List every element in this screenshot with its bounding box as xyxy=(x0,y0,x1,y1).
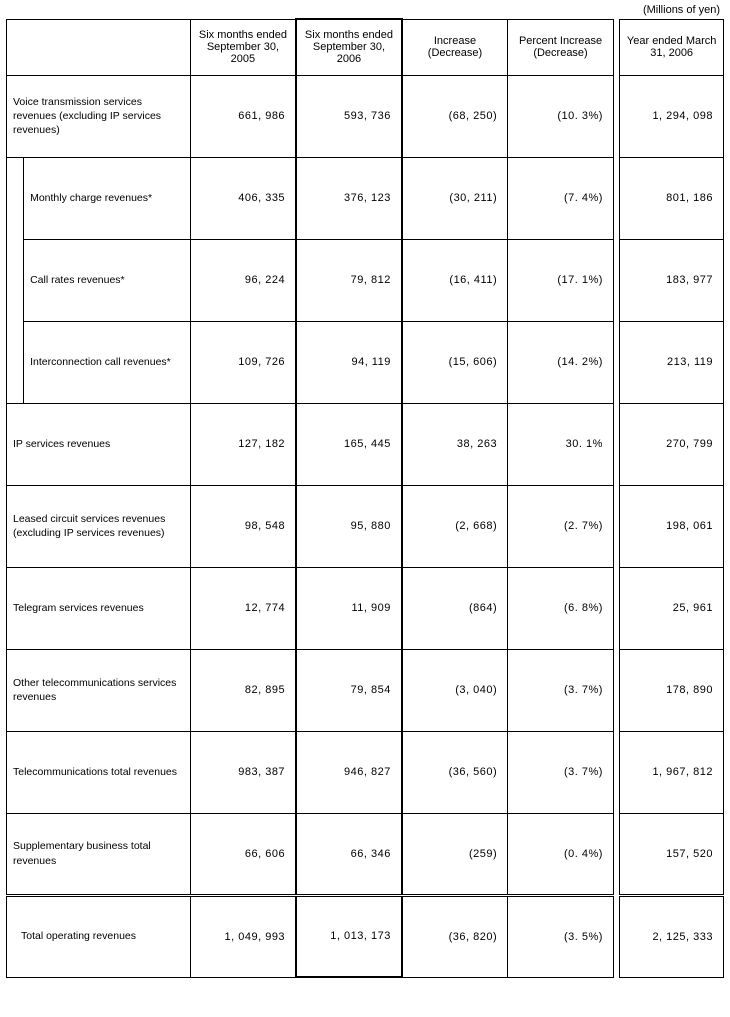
ip-pct: 30. 1% xyxy=(508,403,614,485)
monthly-pct: (7. 4%) xyxy=(508,157,614,239)
supp-2006: 66, 346 xyxy=(296,813,402,895)
leased-inc: (2, 668) xyxy=(402,485,508,567)
teltotal-inc: (36, 560) xyxy=(402,731,508,813)
row-teltotal: Telecommunications total revenues 983, 3… xyxy=(7,731,724,813)
header-percent: Percent Increase (Decrease) xyxy=(508,19,614,75)
row-monthly: Monthly charge revenues* 406, 335 376, 1… xyxy=(7,157,724,239)
total-inc: (36, 820) xyxy=(402,895,508,977)
telegram-inc: (864) xyxy=(402,567,508,649)
label-other: Other telecommunications services revenu… xyxy=(7,649,191,731)
voice-2006: 593, 736 xyxy=(296,75,402,157)
other-2006: 79, 854 xyxy=(296,649,402,731)
row-total: Total operating revenues 1, 049, 993 1, … xyxy=(7,895,724,977)
interconnect-2006: 94, 119 xyxy=(296,321,402,403)
leased-pct: (2. 7%) xyxy=(508,485,614,567)
interconnect-2005: 109, 726 xyxy=(190,321,296,403)
telegram-2005: 12, 774 xyxy=(190,567,296,649)
other-year: 178, 890 xyxy=(620,649,724,731)
table-header-row: Six months ended September 30, 2005 Six … xyxy=(7,19,724,75)
interconnect-year: 213, 119 xyxy=(620,321,724,403)
indent-block xyxy=(7,157,24,403)
label-monthly: Monthly charge revenues* xyxy=(24,157,191,239)
row-supp: Supplementary business total revenues 66… xyxy=(7,813,724,895)
monthly-year: 801, 186 xyxy=(620,157,724,239)
voice-2005: 661, 986 xyxy=(190,75,296,157)
interconnect-inc: (15, 606) xyxy=(402,321,508,403)
header-increase: Increase (Decrease) xyxy=(402,19,508,75)
monthly-2005: 406, 335 xyxy=(190,157,296,239)
interconnect-pct: (14. 2%) xyxy=(508,321,614,403)
row-interconnect: Interconnection call revenues* 109, 726 … xyxy=(7,321,724,403)
ip-year: 270, 799 xyxy=(620,403,724,485)
ip-2006: 165, 445 xyxy=(296,403,402,485)
voice-year: 1, 294, 098 xyxy=(620,75,724,157)
header-2005: Six months ended September 30, 2005 xyxy=(190,19,296,75)
monthly-2006: 376, 123 xyxy=(296,157,402,239)
label-telegram: Telegram services revenues xyxy=(7,567,191,649)
label-interconnect: Interconnection call revenues* xyxy=(24,321,191,403)
teltotal-2006: 946, 827 xyxy=(296,731,402,813)
callrates-inc: (16, 411) xyxy=(402,239,508,321)
other-2005: 82, 895 xyxy=(190,649,296,731)
teltotal-2005: 983, 387 xyxy=(190,731,296,813)
label-leased: Leased circuit services revenues (exclud… xyxy=(7,485,191,567)
header-2006: Six months ended September 30, 2006 xyxy=(296,19,402,75)
other-inc: (3, 040) xyxy=(402,649,508,731)
telegram-2006: 11, 909 xyxy=(296,567,402,649)
revenue-table: Six months ended September 30, 2005 Six … xyxy=(6,18,724,978)
monthly-inc: (30, 211) xyxy=(402,157,508,239)
total-pct: (3. 5%) xyxy=(508,895,614,977)
row-callrates: Call rates revenues* 96, 224 79, 812 (16… xyxy=(7,239,724,321)
callrates-2006: 79, 812 xyxy=(296,239,402,321)
row-ip: IP services revenues 127, 182 165, 445 3… xyxy=(7,403,724,485)
ip-inc: 38, 263 xyxy=(402,403,508,485)
leased-year: 198, 061 xyxy=(620,485,724,567)
header-blank xyxy=(7,19,191,75)
label-teltotal: Telecommunications total revenues xyxy=(7,731,191,813)
total-2005: 1, 049, 993 xyxy=(190,895,296,977)
unit-label: (Millions of yen) xyxy=(6,4,724,16)
label-ip: IP services revenues xyxy=(7,403,191,485)
voice-inc: (68, 250) xyxy=(402,75,508,157)
supp-year: 157, 520 xyxy=(620,813,724,895)
telegram-pct: (6. 8%) xyxy=(508,567,614,649)
voice-pct: (10. 3%) xyxy=(508,75,614,157)
callrates-pct: (17. 1%) xyxy=(508,239,614,321)
leased-2006: 95, 880 xyxy=(296,485,402,567)
row-telegram: Telegram services revenues 12, 774 11, 9… xyxy=(7,567,724,649)
telegram-year: 25, 961 xyxy=(620,567,724,649)
row-other: Other telecommunications services revenu… xyxy=(7,649,724,731)
callrates-year: 183, 977 xyxy=(620,239,724,321)
label-supp: Supplementary business total revenues xyxy=(7,813,191,895)
other-pct: (3. 7%) xyxy=(508,649,614,731)
label-callrates: Call rates revenues* xyxy=(24,239,191,321)
total-2006: 1, 013, 173 xyxy=(296,895,402,977)
label-voice: Voice transmission services revenues (ex… xyxy=(7,75,191,157)
row-leased: Leased circuit services revenues (exclud… xyxy=(7,485,724,567)
supp-pct: (0. 4%) xyxy=(508,813,614,895)
ip-2005: 127, 182 xyxy=(190,403,296,485)
leased-2005: 98, 548 xyxy=(190,485,296,567)
row-voice: Voice transmission services revenues (ex… xyxy=(7,75,724,157)
header-year: Year ended March 31, 2006 xyxy=(620,19,724,75)
teltotal-pct: (3. 7%) xyxy=(508,731,614,813)
label-total: Total operating revenues xyxy=(7,895,191,977)
supp-2005: 66, 606 xyxy=(190,813,296,895)
total-year: 2, 125, 333 xyxy=(620,895,724,977)
supp-inc: (259) xyxy=(402,813,508,895)
teltotal-year: 1, 967, 812 xyxy=(620,731,724,813)
callrates-2005: 96, 224 xyxy=(190,239,296,321)
